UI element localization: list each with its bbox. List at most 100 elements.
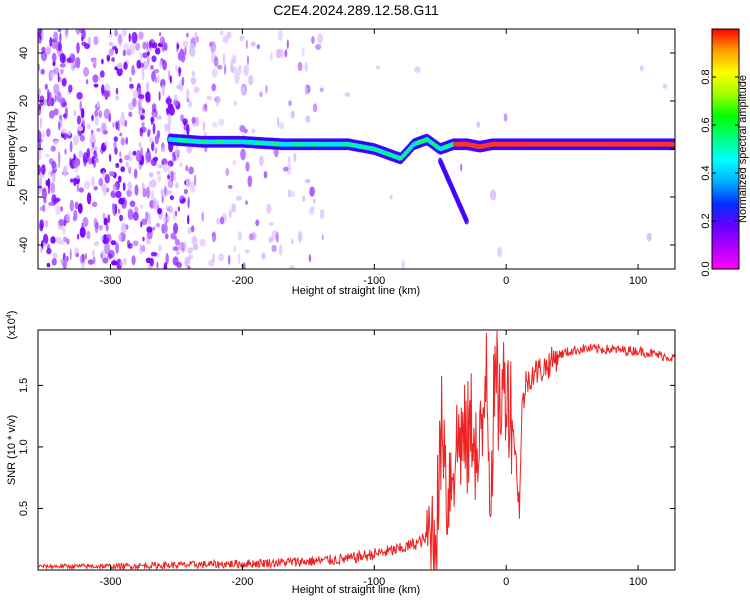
- heatmap-noise-blob: [275, 231, 279, 243]
- heatmap-noise-blob: [59, 32, 62, 43]
- heatmap-noise-blob: [167, 114, 172, 126]
- heatmap-noise-blob: [91, 156, 95, 165]
- heatmap-noise-blob: [38, 176, 42, 187]
- heatmap-noise-blob: [86, 123, 91, 130]
- heatmap-noise-blob: [93, 146, 99, 152]
- heatmap-noise-blob: [190, 77, 197, 85]
- heatmap-noise-blob: [201, 211, 204, 222]
- heatmap-noise-blob: [94, 221, 99, 234]
- heatmap-noise-blob: [101, 84, 105, 95]
- heatmap-noise-blob: [304, 178, 311, 184]
- colorbar-frame: [711, 28, 740, 270]
- heatmap-noise-blob: [162, 158, 168, 164]
- heatmap-noise-blob: [77, 203, 83, 214]
- heatmap-noise-blob: [140, 221, 143, 228]
- heatmap-noise-blob: [313, 198, 316, 204]
- heatmap-noise-blob: [101, 183, 107, 192]
- heatmap-noise-blob: [216, 95, 220, 104]
- heatmap-noise-blob: [121, 29, 127, 37]
- heatmap-noise-blob: [217, 64, 223, 70]
- heatmap-noise-blob: [69, 199, 74, 212]
- heatmap-noise-blob: [129, 83, 134, 89]
- heatmap-noise-blob: [101, 122, 107, 135]
- heatmap-noise-blob: [298, 236, 301, 243]
- heatmap-noise-blob: [401, 259, 405, 269]
- heatmap-noise-blob: [202, 121, 206, 132]
- heatmap-noise-blob: [164, 185, 167, 196]
- heatmap-noise-blob: [261, 252, 266, 260]
- heatmap-noise-blob: [149, 257, 154, 267]
- heatmap-noise-blob: [161, 195, 164, 203]
- heatmap-noise-blob: [256, 44, 260, 50]
- heatmap-noise-blob: [50, 145, 56, 152]
- heatmap-noise-blob: [75, 252, 80, 258]
- heatmap-noise-blob: [103, 190, 107, 196]
- heatmap-noise-blob: [150, 251, 158, 257]
- heatmap-noise-blob: [84, 180, 91, 190]
- heatmap-noise-blob: [45, 45, 52, 55]
- heatmap-noise-blob: [182, 118, 188, 126]
- snr-scale-exp: 4: [6, 314, 13, 318]
- heatmap-noise-blob: [243, 64, 250, 76]
- heatmap-noise-blob: [63, 236, 68, 242]
- heatmap-noise-blob: [154, 76, 158, 84]
- heatmap-noise-blob: [132, 97, 137, 107]
- heatmap-noise-blob: [489, 189, 497, 201]
- heatmap-noise-blob: [305, 115, 311, 123]
- heatmap-noise-blob: [44, 220, 49, 228]
- heatmap-noise-blob: [137, 98, 142, 111]
- heatmap-noise-blob: [154, 147, 158, 154]
- heatmap-noise-blob: [49, 110, 55, 119]
- snr-y-tick-label: 0.5: [18, 501, 30, 516]
- heatmap-noise-blob: [40, 68, 45, 75]
- heatmap-noise-blob: [234, 72, 240, 85]
- heatmap-noise-blob: [64, 29, 69, 40]
- heatmap-noise-blob: [142, 60, 148, 70]
- heatmap-noise-blob: [375, 65, 381, 70]
- heatmap-noise-blob: [232, 159, 237, 166]
- heatmap-noise-blob: [118, 175, 122, 183]
- heatmap-noise-blob: [248, 74, 254, 86]
- heatmap-noise-blob: [146, 81, 150, 92]
- snr-x-tick-label: 100: [629, 576, 647, 588]
- colorbar-tick-label: 0.4: [700, 165, 712, 180]
- heatmap-noise-blob: [139, 127, 144, 137]
- heatmap-noise-blob: [54, 94, 57, 103]
- heatmap-noise-blob: [142, 41, 147, 50]
- heatmap-noise-blob: [142, 236, 145, 242]
- heatmap-noise-blob: [59, 77, 62, 82]
- heatmap-noise-blob: [147, 214, 151, 226]
- heatmap-noise-blob: [38, 140, 42, 152]
- heatmap-noise-blob: [42, 130, 45, 140]
- heatmap-noise-blob: [141, 68, 145, 81]
- heatmap-noise-blob: [239, 125, 246, 133]
- heatmap-noise-blob: [187, 214, 190, 225]
- heatmap-noise-blob: [284, 49, 288, 58]
- heatmap-noise-blob: [55, 204, 61, 216]
- heatmap-noise-blob: [77, 233, 80, 240]
- heatmap-noise-blob: [64, 148, 67, 155]
- heatmap-noise-blob: [156, 170, 161, 176]
- heatmap-noise-blob: [204, 102, 208, 112]
- heatmap-noise-blob: [58, 120, 61, 131]
- heatmap-noise-blob: [250, 41, 256, 47]
- heatmap-noise-blob: [158, 244, 162, 252]
- heatmap-noise-blob: [287, 188, 291, 198]
- heatmap-noise-blob: [218, 118, 225, 126]
- heatmap-noise-blob: [191, 70, 195, 77]
- heatmap-noise-blob: [159, 164, 163, 169]
- heatmap-noise-blob: [140, 146, 143, 157]
- heatmap-noise-blob: [237, 230, 243, 241]
- heatmap-noise-blob: [73, 110, 77, 117]
- heatmap-noise-blob: [150, 64, 154, 70]
- heatmap-noise-blob: [165, 253, 169, 265]
- heatmap-noise-blob: [228, 209, 232, 219]
- heatmap-noise-blob: [81, 262, 85, 269]
- heatmap-noise-blob: [120, 166, 125, 173]
- heatmap-noise-blob: [288, 100, 292, 107]
- heatmap-noise-blob: [187, 247, 193, 254]
- heatmap-noise-blob: [72, 134, 79, 146]
- heatmap-noise-blob: [38, 88, 41, 96]
- heatmap-noise-blob: [150, 190, 155, 201]
- heatmap-noise-blob: [115, 87, 119, 95]
